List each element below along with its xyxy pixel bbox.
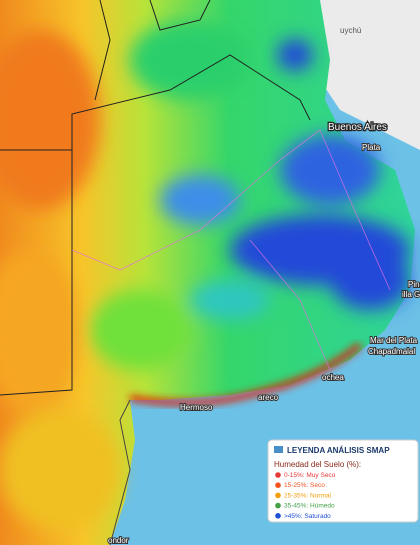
legend-swatch <box>275 502 281 509</box>
place-label: Mar del Plata <box>370 336 418 345</box>
legend-label: 15-25%: Seco <box>284 482 325 489</box>
legend-label: 35-45%: Húmedo <box>284 503 335 510</box>
place-label: Pina <box>408 280 420 289</box>
legend-swatch <box>275 472 281 478</box>
place-label: areco <box>258 393 279 402</box>
place-label: Chapadmalal <box>368 347 415 356</box>
legend-subtitle: Humedad del Suelo (%): <box>274 460 361 469</box>
place-label: Hermoso <box>180 403 213 412</box>
legend-label: >45%: Saturado <box>284 513 331 520</box>
legend-title: LEYENDA ANÁLISIS SMAP <box>287 446 390 455</box>
legend-swatch <box>275 513 281 519</box>
legend-box <box>267 439 419 523</box>
place-label: ondor <box>108 536 129 545</box>
place-label: illa Ge <box>402 290 420 299</box>
legend-icon <box>274 446 283 453</box>
place-label: ochea <box>322 373 344 382</box>
legend-label: 25-35%: Normal <box>284 492 332 499</box>
neighbour-land <box>300 0 420 150</box>
legend-items: 0-15%: Muy Seco 15-25%: Seco 25-35%: Norma… <box>275 472 336 520</box>
place-label: uychú <box>340 26 361 35</box>
place-label: Plata <box>362 143 381 152</box>
legend-swatch <box>275 492 281 499</box>
province-borders <box>0 0 311 545</box>
place-label: Buenos Aires <box>328 122 387 133</box>
legend-label: 0-15%: Muy Seco <box>284 472 336 479</box>
roads <box>71 129 391 371</box>
legend-swatch <box>275 482 281 489</box>
legend: LEYENDA ANÁLISIS SMAP Humedad del Suelo … <box>267 439 419 523</box>
